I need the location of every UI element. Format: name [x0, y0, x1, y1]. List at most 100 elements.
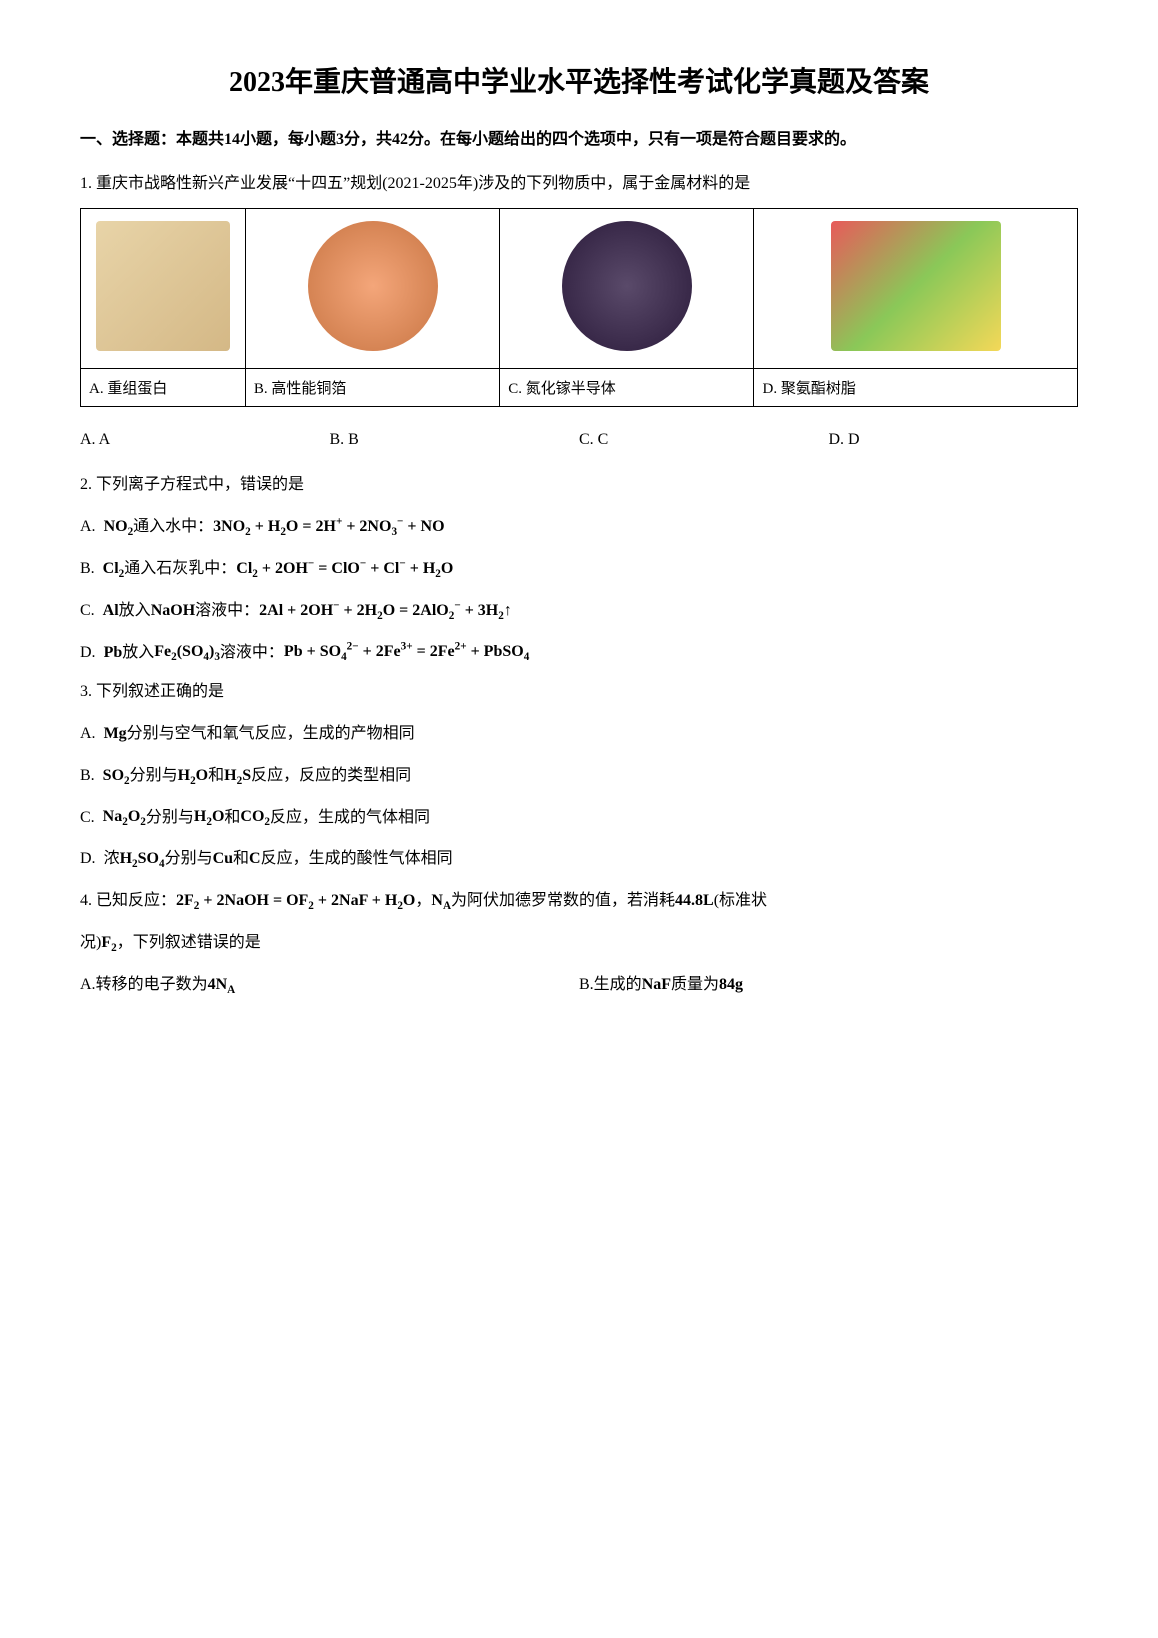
section-header: 一、选择题：本题共14小题，每小题3分，共42分。在每小题给出的四个选项中，只有…: [80, 124, 1078, 156]
q3-opt-c: C. Na2O2 分别与 H2O 和 CO2 反应，生成的气体相同: [80, 799, 1078, 835]
q2-opt-d-label: D.: [80, 635, 96, 670]
q4-opt-a-text: 转移的电子数为: [96, 967, 208, 1002]
q2-opt-b-text: 通入石灰乳中：: [124, 551, 236, 586]
q4-stem-text2: (标准状: [714, 883, 767, 918]
q4-options-row: A. 转移的电子数为 4NA B. 生成的 NaF 质量为 84g: [80, 967, 1078, 1003]
q3-opt-c-text2: 和: [224, 800, 240, 835]
q2-opt-a-prefix: NO2: [104, 509, 134, 545]
q2-opt-a-eq: 3NO2 + H2O = 2H+ + 2NO3− + NO: [213, 509, 444, 545]
q3-opt-c-label: C.: [80, 800, 95, 835]
q3-opt-d-f1: H2SO4: [120, 841, 165, 877]
q1-stem: 1. 重庆市战略性新兴产业发展“十四五”规划(2021-2025年)涉及的下列物…: [80, 168, 1078, 200]
q2-opt-d-text2: 溶液中：: [220, 635, 284, 670]
q3-opt-d-f3: C: [249, 841, 261, 876]
q3-opt-b-label: B.: [80, 758, 95, 793]
q2-opt-d-mid: Fe2(SO4)3: [154, 634, 220, 670]
q3-opt-b-text1: 分别与: [130, 758, 178, 793]
q3-stem: 3. 下列叙述正确的是: [80, 676, 1078, 708]
q4-opt-a-label: A.: [80, 967, 96, 1002]
q3-opt-d-text1: 浓: [104, 841, 120, 876]
q2-opt-c-mid: NaOH: [151, 593, 195, 628]
q3-opt-c-text1: 分别与: [146, 800, 194, 835]
q1-options: A. A B. B C. C D. D: [80, 431, 1078, 449]
q3-opt-a-text: 分别与空气和氧气反应，生成的产物相同: [127, 716, 415, 751]
q4-stem-f2: F2: [101, 925, 116, 961]
semiconductor-image: [562, 221, 692, 351]
q1-cell-c: C. 氮化镓半导体: [500, 369, 754, 407]
resin-image: [831, 221, 1001, 351]
q4-stem-line2-suffix: ，下列叙述错误的是: [117, 925, 261, 960]
q1-label-row: A. 重组蛋白 B. 高性能铜箔 C. 氮化镓半导体 D. 聚氨酯树脂: [81, 369, 1078, 407]
q4-stem-eq: 2F2 + 2NaOH = OF2 + 2NaF + H2O: [176, 883, 415, 919]
q4-opt-b-text2: 质量为: [671, 967, 719, 1002]
q4-stem-prefix: 4. 已知反应：: [80, 883, 176, 918]
q3-opt-a-f: Mg: [104, 716, 127, 751]
q4-opt-a-f: 4NA: [208, 967, 236, 1003]
copper-foil-image: [308, 221, 438, 351]
q1-cell-d: D. 聚氨酯树脂: [754, 369, 1078, 407]
q3-opt-d-text2: 分别与: [165, 841, 213, 876]
q2-opt-c-text1: 放入: [119, 593, 151, 628]
q2-opt-d-text1: 放入: [122, 635, 154, 670]
q3-opt-d-text3: 和: [233, 841, 249, 876]
q2-stem: 2. 下列离子方程式中，错误的是: [80, 469, 1078, 501]
q3-opt-b-f2: H2O: [178, 758, 209, 794]
q1-img-cell-b: [245, 209, 499, 369]
q4-opt-b-text1: 生成的: [594, 967, 642, 1002]
q3-opt-d-text4: 反应，生成的酸性气体相同: [261, 841, 453, 876]
q3-opt-a: A. Mg 分别与空气和氧气反应，生成的产物相同: [80, 716, 1078, 751]
q1-table: A. 重组蛋白 B. 高性能铜箔 C. 氮化镓半导体 D. 聚氨酯树脂: [80, 208, 1078, 407]
q3-opt-b: B. SO2 分别与 H2O 和 H2S 反应，反应的类型相同: [80, 758, 1078, 794]
q2-opt-c-prefix: Al: [103, 593, 119, 628]
q2-opt-c: C. Al 放入 NaOH 溶液中： 2Al + 2OH− + 2H2O = 2…: [80, 593, 1078, 629]
q1-image-row: [81, 209, 1078, 369]
q3-opt-c-f2: H2O: [194, 799, 225, 835]
q3-opt-c-f3: CO2: [240, 799, 270, 835]
q3-opt-a-label: A.: [80, 716, 96, 751]
q4-opt-b-f1: NaF: [642, 967, 671, 1002]
q3-opt-b-text2: 和: [208, 758, 224, 793]
q3-opt-d: D. 浓 H2SO4 分别与 Cu 和 C 反应，生成的酸性气体相同: [80, 841, 1078, 877]
q2-opt-d-prefix: Pb: [104, 635, 123, 670]
q4-stem-line2-prefix: 况): [80, 925, 101, 960]
q4-opt-b: B. 生成的 NaF 质量为 84g: [579, 967, 1078, 1003]
q4-stem-vol: 44.8L: [675, 883, 714, 918]
q2-opt-d: D. Pb 放入 Fe2(SO4)3 溶液中： Pb + SO42− + 2Fe…: [80, 634, 1078, 670]
q4-opt-b-f2: 84g: [719, 967, 743, 1002]
q3-opt-d-f2: Cu: [213, 841, 233, 876]
q1-img-cell-c: [500, 209, 754, 369]
q1-opt-d: D. D: [829, 431, 1079, 449]
q1-opt-b: B. B: [330, 431, 580, 449]
q1-opt-c: C. C: [579, 431, 829, 449]
q4-stem-text1: 为阿伏加德罗常数的值，若消耗: [451, 883, 675, 918]
q3-opt-b-text3: 反应，反应的类型相同: [251, 758, 411, 793]
q3-opt-b-f3: H2S: [224, 758, 251, 794]
q2-opt-c-text2: 溶液中：: [195, 593, 259, 628]
q2-opt-c-label: C.: [80, 593, 95, 628]
q2-opt-a-label: A.: [80, 509, 96, 544]
q4-stem-line2: 况) F2 ，下列叙述错误的是: [80, 925, 1078, 961]
q1-img-cell-a: [81, 209, 246, 369]
q4-stem-comma: ，: [415, 883, 431, 918]
q3-opt-b-f1: SO2: [103, 758, 130, 794]
q4-opt-a: A. 转移的电子数为 4NA: [80, 967, 579, 1003]
q2-opt-a: A. NO2 通入水中： 3NO2 + H2O = 2H+ + 2NO3− + …: [80, 509, 1078, 545]
q4-stem-na: NA: [431, 883, 451, 919]
q2-opt-b-prefix: Cl2: [103, 551, 125, 587]
q3-opt-d-label: D.: [80, 841, 96, 876]
q4-opt-b-label: B.: [579, 967, 594, 1002]
q1-opt-a: A. A: [80, 431, 330, 449]
page-title: 2023年重庆普通高中学业水平选择性考试化学真题及答案: [80, 60, 1078, 100]
q2-opt-b: B. Cl2 通入石灰乳中： Cl2 + 2OH− = ClO− + Cl− +…: [80, 551, 1078, 587]
q2-opt-a-text: 通入水中：: [133, 509, 213, 544]
protein-image: [96, 221, 229, 351]
q4-stem-line1: 4. 已知反应： 2F2 + 2NaOH = OF2 + 2NaF + H2O …: [80, 883, 1078, 919]
q1-cell-a: A. 重组蛋白: [81, 369, 246, 407]
q3-opt-c-text3: 反应，生成的气体相同: [270, 800, 430, 835]
q2-opt-b-eq: Cl2 + 2OH− = ClO− + Cl− + H2O: [236, 551, 453, 587]
q2-opt-d-eq: Pb + SO42− + 2Fe3+ = 2Fe2+ + PbSO4: [284, 634, 529, 670]
q3-opt-c-f1: Na2O2: [103, 799, 146, 835]
q1-cell-b: B. 高性能铜箔: [245, 369, 499, 407]
q1-img-cell-d: [754, 209, 1078, 369]
q2-opt-b-label: B.: [80, 551, 95, 586]
